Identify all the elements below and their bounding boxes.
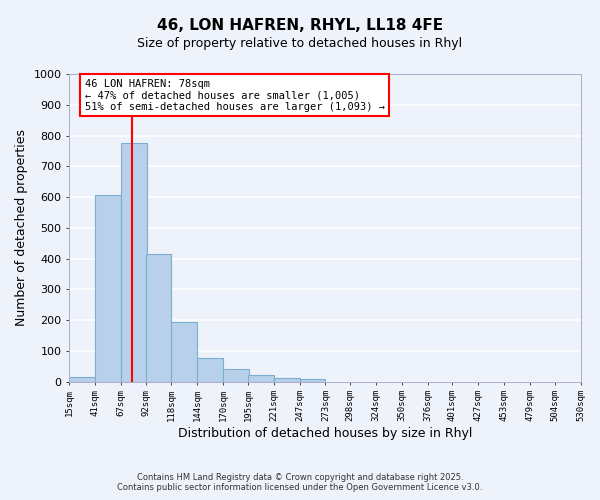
Text: Contains HM Land Registry data © Crown copyright and database right 2025.: Contains HM Land Registry data © Crown c… (137, 472, 463, 482)
X-axis label: Distribution of detached houses by size in Rhyl: Distribution of detached houses by size … (178, 427, 472, 440)
Bar (95, 196, 121, 382)
Text: Contains public sector information licensed under the Open Government Licence v3: Contains public sector information licen… (118, 482, 482, 492)
Bar (248, 376, 274, 382)
Text: 46, LON HAFREN, RHYL, LL18 4FE: 46, LON HAFREN, RHYL, LL18 4FE (157, 18, 443, 32)
Bar (299, 379, 325, 382)
Bar (197, 358, 223, 382)
Bar (121, 143, 146, 382)
Bar (223, 368, 249, 382)
Bar (146, 254, 172, 382)
Text: Size of property relative to detached houses in Rhyl: Size of property relative to detached ho… (137, 38, 463, 51)
Bar (69, 377, 95, 382)
Y-axis label: Number of detached properties: Number of detached properties (15, 130, 28, 326)
Bar (274, 378, 299, 382)
Bar (172, 322, 197, 382)
Text: 46 LON HAFREN: 78sqm
← 47% of detached houses are smaller (1,005)
51% of semi-de: 46 LON HAFREN: 78sqm ← 47% of detached h… (85, 78, 385, 112)
